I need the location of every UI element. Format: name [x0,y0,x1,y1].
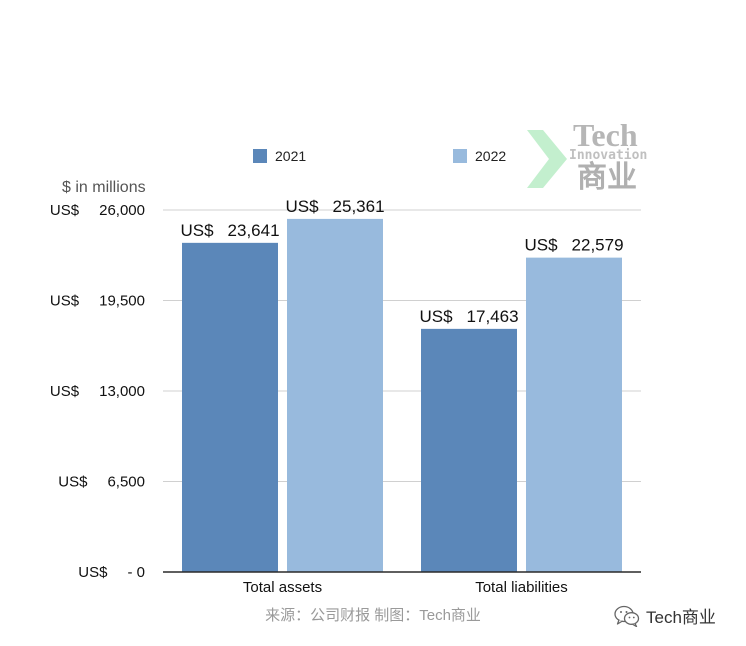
y-axis-title: $ in millions [62,179,146,196]
x-tick-label-total-liabilities: Total liabilities [475,579,568,596]
legend-label-2022: 2022 [475,148,507,164]
brand-label: Tech商业 [646,608,716,627]
watermark-chinese: 商业 [577,160,637,195]
watermark-title: Tech [573,117,638,153]
data-labels: US$ 23,641 US$ 25,361 US$ 17,463 US$ 22,579 [180,197,623,326]
y-tick-value: 26,000 [99,202,145,219]
y-tick-label: US$ 26,000 [50,202,145,219]
bar-total-liabilities-2021 [421,328,517,572]
data-label-total-assets-2021: US$ 23,641 [180,221,279,240]
chevron-arrow-icon [527,130,567,188]
data-label-total-liabilities-2022: US$ 22,579 [524,236,623,255]
data-label-total-assets-2022: US$ 25,361 [285,197,384,216]
y-tick-prefix: US$ [50,293,80,310]
y-axis-ticks: US$ - 0 US$ 6,500 US$ 13,000 US$ 19,500 US$ 26,00… [50,202,145,581]
wechat-icon [614,605,640,627]
y-tick-prefix: US$ [50,383,80,400]
legend-swatch-2021 [253,149,267,163]
bar-total-assets-2021 [182,242,278,572]
y-tick-prefix: US$ [78,564,108,581]
y-tick-prefix: US$ [50,202,80,219]
legend-item-2022: 2022 [453,148,506,164]
y-tick-label: US$ 19,500 [50,293,145,310]
bar-total-liabilities-2022 [526,257,622,572]
y-tick-label: US$ 13,000 [50,383,145,400]
y-tick-prefix: US$ [58,474,88,491]
watermark-subtitle: Innovation [569,148,648,163]
data-label-prefix: US$ [524,236,558,255]
y-tick-value: 13,000 [99,383,145,400]
data-label-value: 23,641 [228,221,280,240]
data-label-value: 25,361 [333,197,385,216]
x-axis-ticks: Total assets Total liabilities [243,579,568,596]
data-label-value: 17,463 [467,307,519,326]
watermark-logo: Tech Innovation 商业 [525,118,655,198]
data-label-prefix: US$ [180,221,214,240]
y-tick-value: 6,500 [107,474,145,491]
y-tick-label: US$ - 0 [78,564,145,581]
y-tick-value: 19,500 [99,293,145,310]
bar-total-assets-2022 [287,218,383,572]
y-tick-value: - 0 [127,564,145,581]
legend-label-2021: 2021 [275,148,307,164]
legend-item-2021: 2021 [253,148,306,164]
data-label-prefix: US$ [285,197,319,216]
bars [182,218,622,572]
data-label-value: 22,579 [572,236,624,255]
y-tick-label: US$ 6,500 [58,474,145,491]
data-label-total-liabilities-2021: US$ 17,463 [419,307,518,326]
source-note: 来源：公司财报 制图：Tech商业 [265,607,481,624]
data-label-prefix: US$ [419,307,453,326]
legend-swatch-2022 [453,149,467,163]
brand-signature: Tech商业 [614,603,716,628]
x-tick-label-total-assets: Total assets [243,579,322,596]
